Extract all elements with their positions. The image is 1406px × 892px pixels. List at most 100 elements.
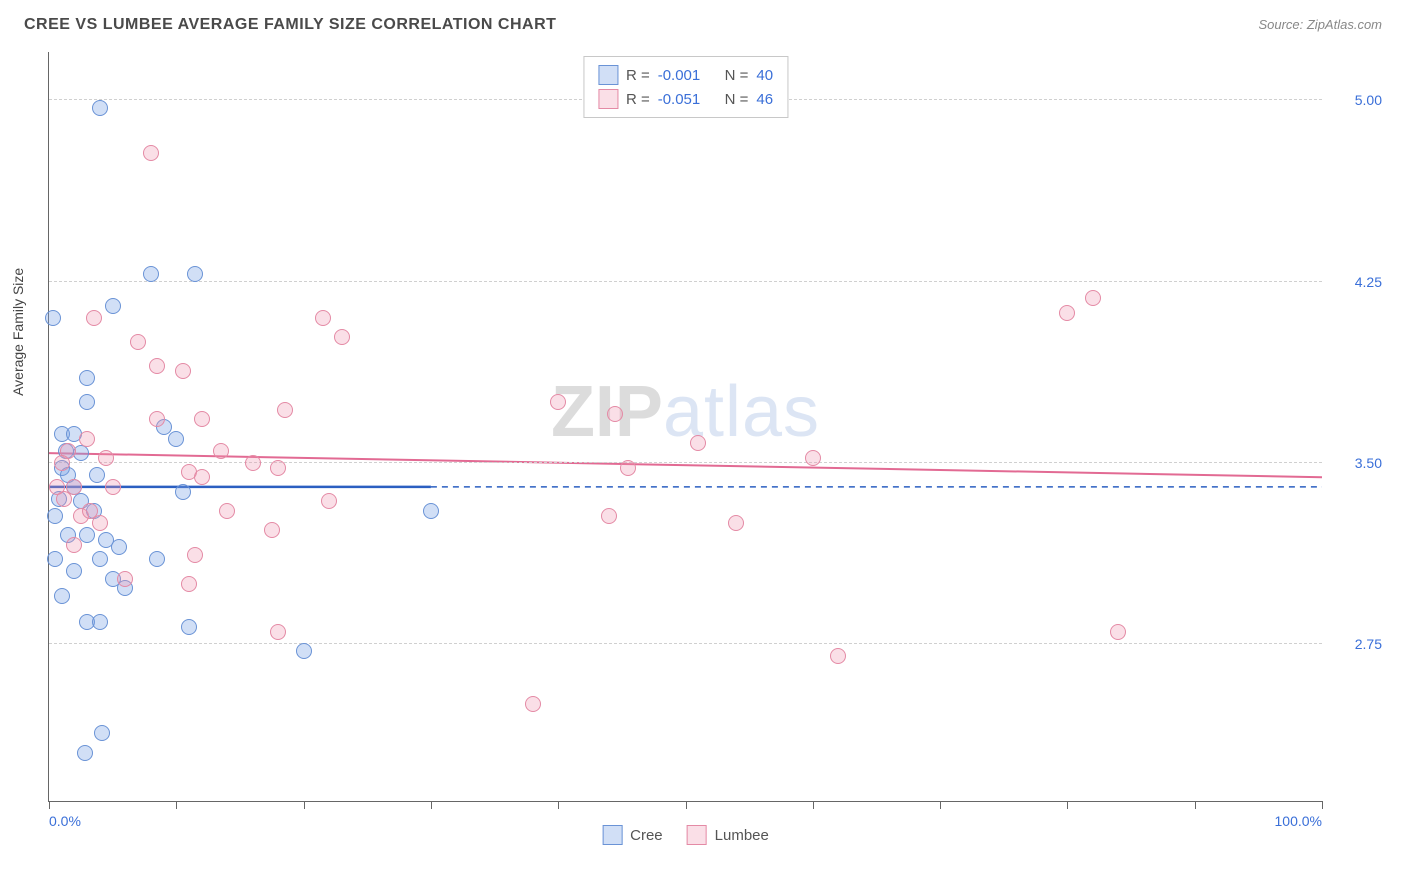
data-point [105, 479, 121, 495]
x-tick [686, 801, 687, 809]
data-point [805, 450, 821, 466]
lumbee-n-value: 46 [756, 91, 773, 108]
data-point [79, 370, 95, 386]
data-point [175, 484, 191, 500]
data-point [49, 479, 65, 495]
watermark: ZIPatlas [551, 371, 820, 453]
data-point [187, 266, 203, 282]
x-tick [431, 801, 432, 809]
data-point [525, 696, 541, 712]
data-point [423, 503, 439, 519]
data-point [79, 431, 95, 447]
data-point [117, 571, 133, 587]
legend-series: Cree Lumbee [602, 825, 769, 845]
data-point [194, 411, 210, 427]
x-tick [813, 801, 814, 809]
gridline [49, 462, 1322, 463]
data-point [54, 588, 70, 604]
lumbee-legend-label: Lumbee [715, 827, 769, 844]
data-point [264, 522, 280, 538]
data-point [149, 551, 165, 567]
gridline [49, 643, 1322, 644]
data-point [277, 402, 293, 418]
data-point [54, 455, 70, 471]
cree-r-value: -0.001 [658, 67, 701, 84]
data-point [143, 145, 159, 161]
data-point [1059, 305, 1075, 321]
data-point [607, 406, 623, 422]
data-point [143, 266, 159, 282]
data-point [98, 450, 114, 466]
x-tick [176, 801, 177, 809]
cree-swatch-icon [598, 65, 618, 85]
data-point [245, 455, 261, 471]
data-point [77, 745, 93, 761]
data-point [47, 508, 63, 524]
lumbee-legend-swatch-icon [687, 825, 707, 845]
cree-n-value: 40 [756, 67, 773, 84]
data-point [79, 394, 95, 410]
y-tick-label: 2.75 [1327, 636, 1382, 652]
data-point [149, 411, 165, 427]
x-tick [1322, 801, 1323, 809]
data-point [690, 435, 706, 451]
x-tick-label: 0.0% [49, 813, 81, 829]
data-point [86, 310, 102, 326]
plot-area: ZIPatlas R = -0.001 N = 40 R = -0.051 N … [48, 52, 1322, 802]
data-point [47, 551, 63, 567]
chart-container: Average Family Size ZIPatlas R = -0.001 … [48, 52, 1382, 852]
data-point [181, 619, 197, 635]
source-label: Source: ZipAtlas.com [1258, 17, 1382, 32]
trend-lines [49, 52, 1322, 801]
data-point [550, 394, 566, 410]
data-point [321, 493, 337, 509]
data-point [315, 310, 331, 326]
x-tick [940, 801, 941, 809]
data-point [130, 334, 146, 350]
data-point [92, 551, 108, 567]
data-point [219, 503, 235, 519]
data-point [92, 515, 108, 531]
data-point [66, 537, 82, 553]
data-point [105, 298, 121, 314]
data-point [1085, 290, 1101, 306]
cree-legend-swatch-icon [602, 825, 622, 845]
data-point [830, 648, 846, 664]
legend-stats: R = -0.001 N = 40 R = -0.051 N = 46 [583, 56, 788, 118]
lumbee-swatch-icon [598, 89, 618, 109]
x-tick-label: 100.0% [1275, 813, 1322, 829]
data-point [175, 363, 191, 379]
data-point [168, 431, 184, 447]
y-tick-label: 3.50 [1327, 455, 1382, 471]
lumbee-r-value: -0.051 [658, 91, 701, 108]
data-point [187, 547, 203, 563]
data-point [728, 515, 744, 531]
data-point [334, 329, 350, 345]
data-point [89, 467, 105, 483]
data-point [92, 100, 108, 116]
cree-legend-label: Cree [630, 827, 663, 844]
data-point [1110, 624, 1126, 640]
data-point [270, 460, 286, 476]
data-point [296, 643, 312, 659]
data-point [45, 310, 61, 326]
chart-title: CREE VS LUMBEE AVERAGE FAMILY SIZE CORRE… [24, 16, 556, 34]
data-point [149, 358, 165, 374]
data-point [111, 539, 127, 555]
y-tick-label: 4.25 [1327, 274, 1382, 290]
data-point [213, 443, 229, 459]
x-tick [1195, 801, 1196, 809]
x-tick [1067, 801, 1068, 809]
x-tick [558, 801, 559, 809]
data-point [94, 725, 110, 741]
data-point [92, 614, 108, 630]
y-tick-label: 5.00 [1327, 92, 1382, 108]
x-tick [49, 801, 50, 809]
gridline [49, 281, 1322, 282]
data-point [181, 576, 197, 592]
y-axis-label: Average Family Size [10, 268, 26, 396]
x-tick [304, 801, 305, 809]
data-point [601, 508, 617, 524]
data-point [270, 624, 286, 640]
data-point [194, 469, 210, 485]
